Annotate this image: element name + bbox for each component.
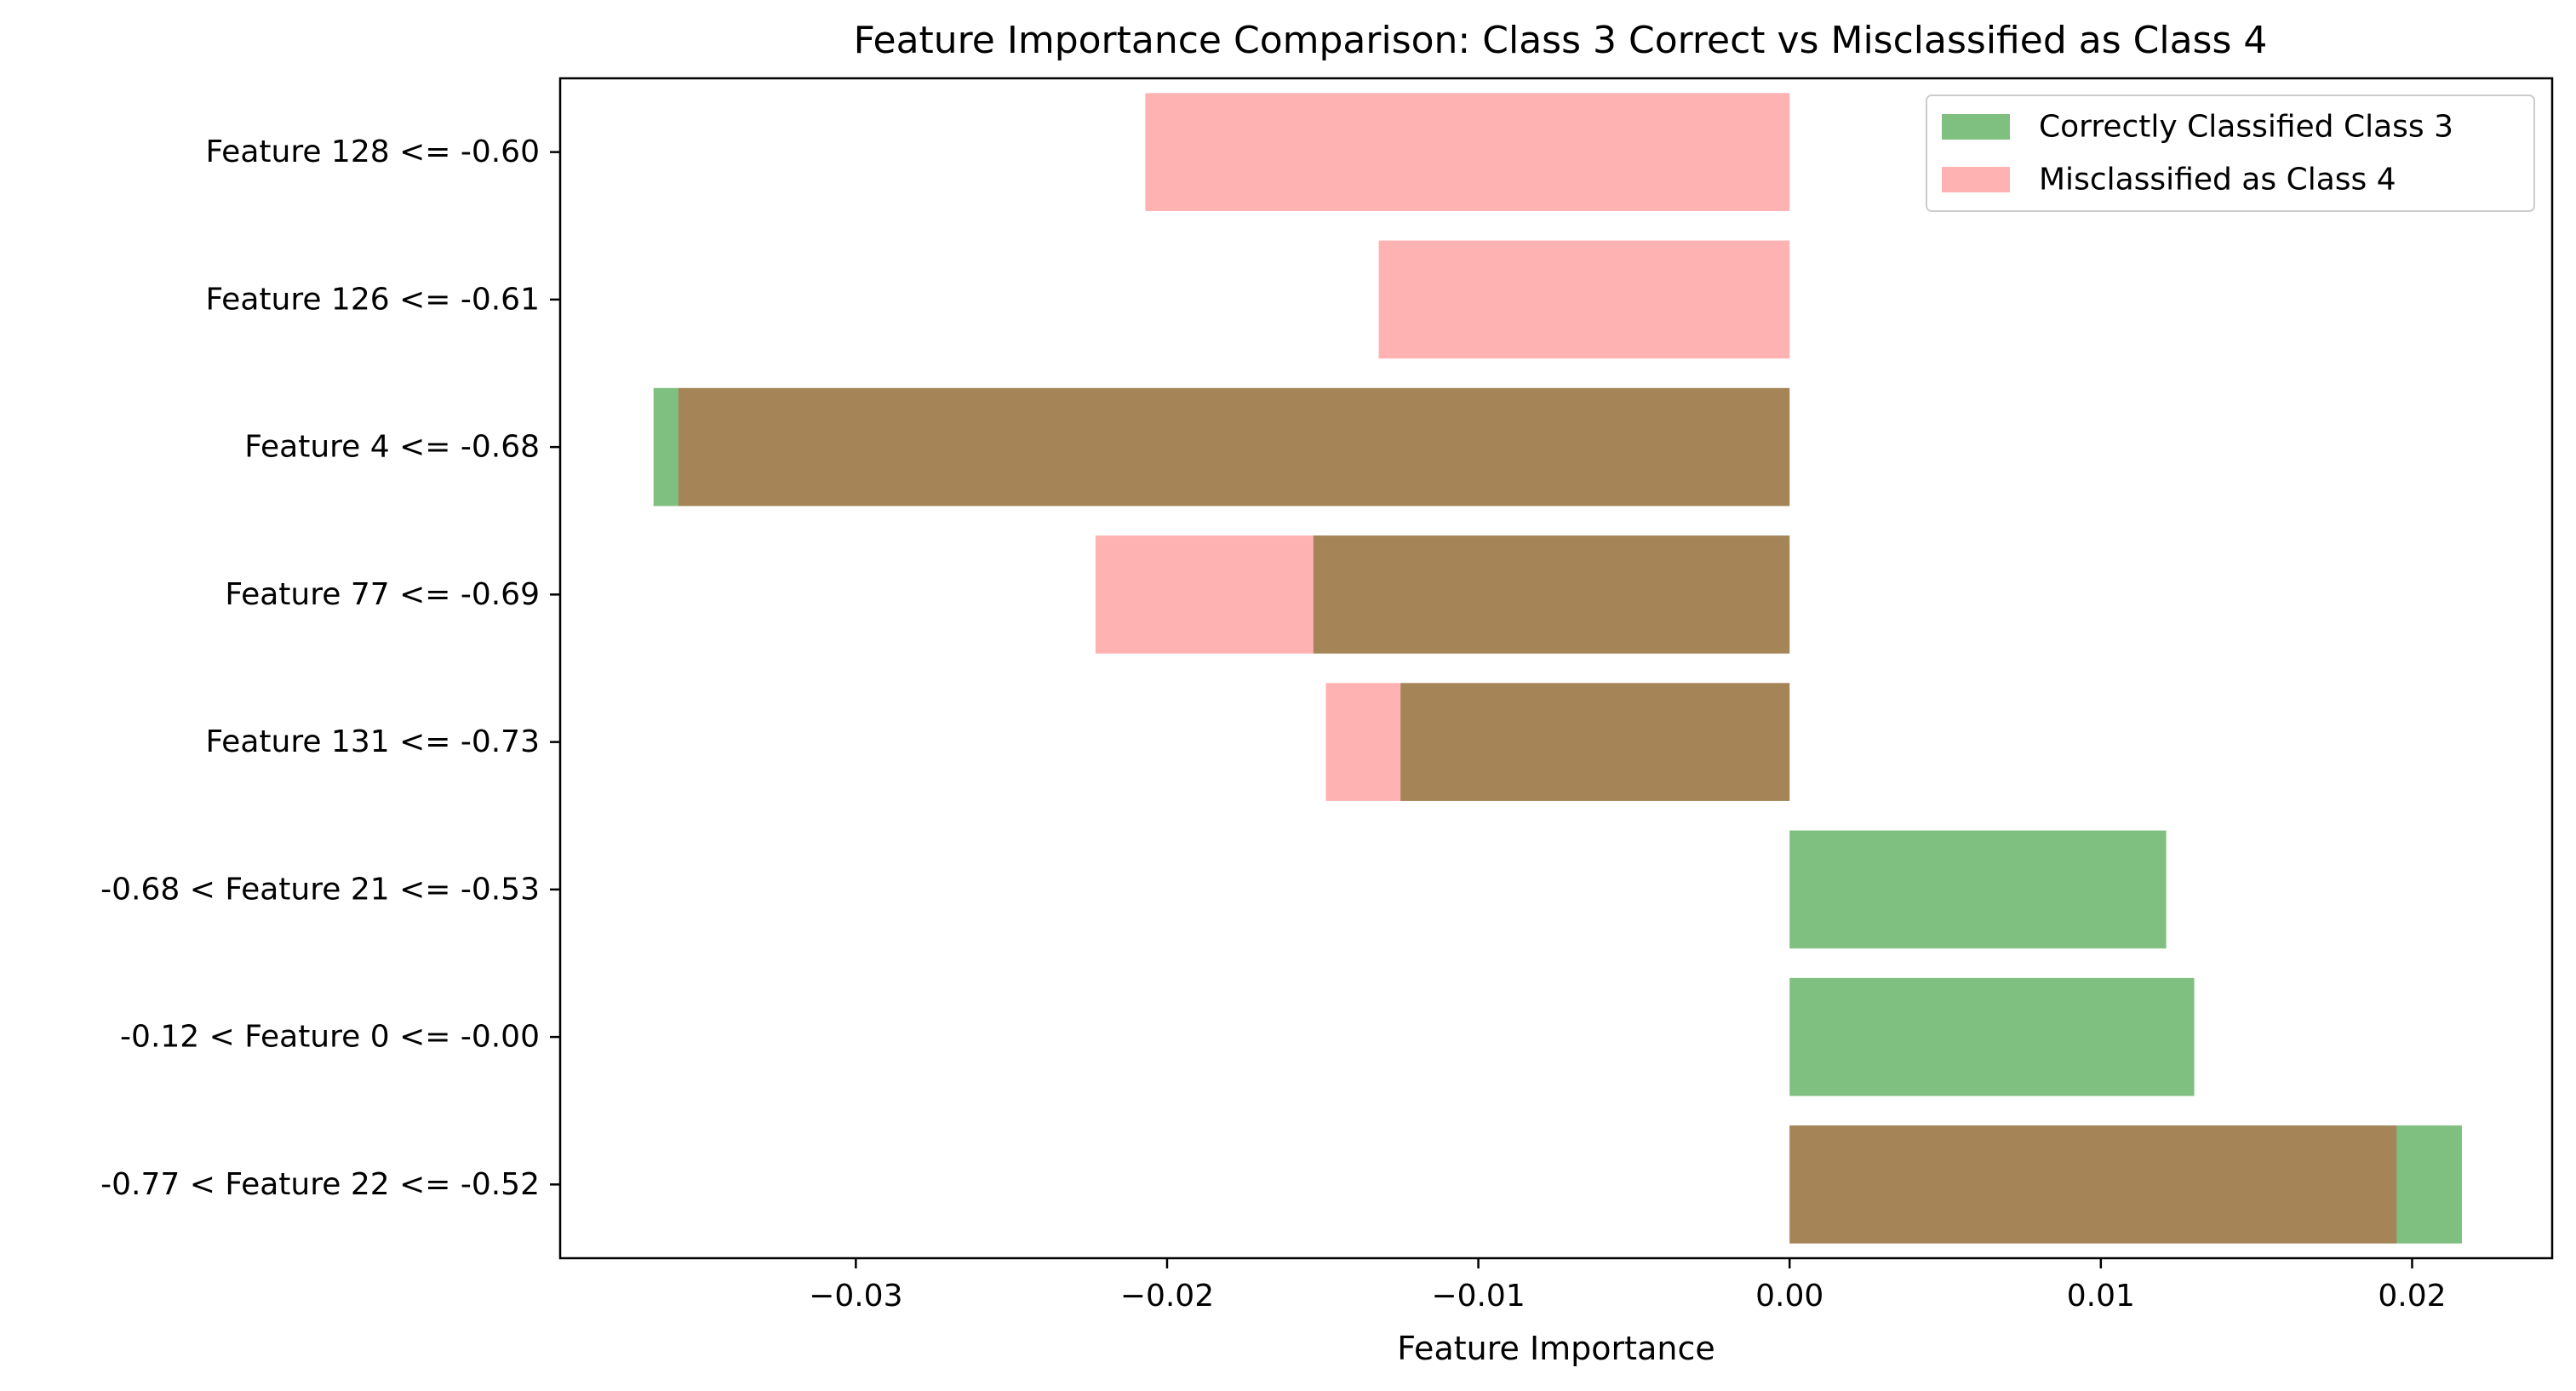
bars-layer <box>653 93 2462 1244</box>
chart-title: Feature Importance Comparison: Class 3 C… <box>854 19 2268 62</box>
y-axis: Feature 128 <= -0.60 Feature 126 <= -0.61… <box>100 135 560 1202</box>
bar-series-1-6 <box>1789 830 2167 949</box>
legend-label-2: Misclassified as Class 4 <box>2039 163 2396 197</box>
y-tick-label: Feature 126 <= -0.61 <box>205 282 540 317</box>
legend: Correctly Classified Class 3 Misclassifie… <box>1926 94 2535 212</box>
x-tick-label: 0.00 <box>1755 1279 1823 1314</box>
x-tick-label: 0.01 <box>2067 1279 2135 1314</box>
bar-series-1-4 <box>1313 535 1790 654</box>
legend-label-1: Correctly Classified Class 3 <box>2039 110 2453 145</box>
x-tick-label: 0.02 <box>2378 1279 2446 1314</box>
bar-series-2-4 <box>1095 535 1790 654</box>
y-tick-label: Feature 77 <= -0.69 <box>225 577 540 612</box>
bar-series-1-8 <box>1789 1125 2462 1244</box>
y-tick-label: Feature 4 <= -0.68 <box>244 430 540 465</box>
x-axis-label: Feature Importance <box>1397 1330 1714 1367</box>
x-tick-label: −0.02 <box>1120 1279 1214 1314</box>
bar-series-2-1 <box>1145 93 1790 211</box>
bar-series-1-5 <box>1400 683 1790 801</box>
x-tick-label: −0.03 <box>809 1279 902 1314</box>
y-tick-label: Feature 131 <= -0.73 <box>205 724 540 759</box>
y-tick-label: -0.12 < Feature 0 <= -0.00 <box>120 1020 540 1055</box>
plot-area-frame <box>558 77 2554 1260</box>
legend-box <box>1926 94 2535 212</box>
x-tick-label: −0.01 <box>1431 1279 1525 1314</box>
bar-series-1-7 <box>1789 977 2195 1096</box>
bar-series-1-3 <box>653 387 1790 507</box>
legend-swatch-1 <box>1942 114 2010 140</box>
y-tick-label: -0.77 < Feature 22 <= -0.52 <box>100 1167 540 1202</box>
bar-series-2-5 <box>1325 683 1790 801</box>
bar-series-2-8 <box>1789 1125 2397 1244</box>
x-axis: −0.03 −0.02 −0.01 0.00 0.01 0.02 <box>809 1258 2447 1314</box>
y-tick-label: Feature 128 <= -0.60 <box>205 135 540 169</box>
legend-swatch-2 <box>1942 167 2010 192</box>
bar-series-2-3 <box>678 387 1790 507</box>
y-tick-label: -0.68 < Feature 21 <= -0.53 <box>100 872 540 907</box>
bar-series-2-2 <box>1378 240 1790 359</box>
